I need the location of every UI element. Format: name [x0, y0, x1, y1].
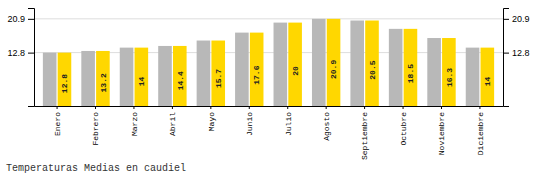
x-tick-label: Febrero [91, 112, 100, 146]
y2-tick-label: 12.8 [512, 48, 530, 58]
bar [312, 19, 326, 106]
x-tick-mark [479, 106, 480, 109]
x-tick: Abril [168, 106, 177, 136]
data-label: 20 [291, 66, 300, 76]
data-label: 18.5 [406, 64, 415, 83]
x-tick-label: Enero [53, 112, 62, 136]
bar [173, 46, 187, 106]
bar [327, 19, 341, 106]
y-tick-mark [28, 53, 34, 54]
data-label: 15.7 [214, 69, 223, 88]
bar [235, 33, 249, 106]
x-axis: Enero Febrero Marzo Abril Mayo Junio Julio Agos… [35, 106, 504, 160]
data-label: 14 [483, 76, 492, 86]
bar [120, 48, 134, 106]
x-tick: Febrero [91, 106, 100, 146]
x-tick-mark [172, 106, 173, 109]
bar [442, 38, 456, 106]
x-axis-line [35, 106, 504, 107]
x-tick-label: Marzo [130, 112, 139, 136]
data-label: 12.8 [60, 74, 69, 93]
y-tick: 20.9 [7, 14, 34, 24]
bar-series [58, 19, 494, 106]
y2-tick-mark [503, 19, 509, 20]
y-tick-label: 20.9 [7, 14, 25, 24]
bar [58, 53, 72, 106]
y2-tick: 20.9 [503, 14, 530, 24]
chart: 12.8 13.2 14 14.4 15.7 17.6 20 20.9 20.5 18.5 16.3… [0, 0, 537, 174]
x-tick: Enero [53, 106, 62, 136]
bar [211, 41, 225, 106]
x-tick-mark [210, 106, 211, 109]
bar [404, 29, 418, 106]
x-tick-mark [441, 106, 442, 109]
x-tick-mark [249, 106, 250, 109]
x-tick-label: Septiembre [360, 112, 369, 160]
y2-tick-mark [503, 53, 509, 54]
bar [274, 23, 288, 106]
x-tick-label: Octubre [399, 112, 408, 146]
x-tick-mark [364, 106, 365, 109]
x-tick: Agosto [322, 106, 331, 141]
title: Temperaturas Medias en caudiel [6, 163, 186, 174]
x-tick-label: Diciembre [476, 112, 485, 155]
x-tick-mark [403, 106, 404, 109]
y-tick-label: 12.8 [7, 48, 25, 58]
x-tick-label: Noviembre [437, 112, 446, 155]
x-tick: Octubre [399, 106, 408, 146]
data-label: 14.4 [176, 71, 185, 90]
y2-tick-label: 20.9 [512, 14, 530, 24]
bar [427, 38, 441, 106]
bar-series [43, 19, 479, 106]
y-axis-line [28, 9, 35, 107]
x-tick: Julio [284, 106, 293, 136]
data-label: 17.6 [252, 65, 261, 84]
bars [43, 19, 494, 106]
y-tick-mark [28, 19, 34, 20]
x-tick-mark [287, 106, 288, 109]
x-tick-mark [133, 106, 134, 109]
y2-axis: 12.8 20.9 [503, 9, 530, 107]
data-label: 20.5 [368, 60, 377, 79]
bar [466, 48, 480, 106]
x-tick-label: Junio [245, 112, 254, 136]
bar [81, 51, 95, 106]
x-tick: Marzo [130, 106, 139, 136]
bar [365, 21, 379, 106]
data-label: 14 [137, 76, 146, 86]
data-label: 20.9 [329, 60, 338, 79]
grid-line [34, 18, 503, 19]
x-tick-label: Abril [168, 112, 177, 136]
y-tick: 12.8 [7, 48, 34, 58]
x-tick-label: Mayo [207, 112, 216, 131]
data-labels: 12.8 13.2 14 14.4 15.7 17.6 20 20.9 20.5 18.5 16.3… [60, 60, 492, 94]
x-tick-mark [326, 106, 327, 109]
bar [389, 29, 403, 106]
bar [288, 23, 302, 106]
x-tick: Diciembre [476, 106, 485, 155]
x-tick-mark [95, 106, 96, 109]
x-tick: Junio [245, 106, 254, 136]
x-tick-label: Agosto [322, 112, 331, 141]
x-tick: Noviembre [437, 106, 446, 155]
bar [43, 53, 57, 106]
bar [481, 48, 495, 106]
bar [96, 51, 110, 106]
bar [250, 33, 264, 106]
y-axis: 12.8 20.9 [7, 9, 34, 107]
bar [158, 46, 172, 106]
bar [350, 21, 364, 106]
bar [135, 48, 149, 106]
y2-tick: 12.8 [503, 48, 530, 58]
y2-axis-line [504, 9, 510, 107]
x-tick: Mayo [207, 106, 216, 131]
x-tick: Septiembre [360, 106, 369, 160]
bar [197, 41, 211, 106]
data-label: 13.2 [99, 73, 108, 92]
x-tick-mark [57, 106, 58, 109]
x-tick-label: Julio [284, 112, 293, 136]
data-label: 16.3 [445, 68, 454, 87]
